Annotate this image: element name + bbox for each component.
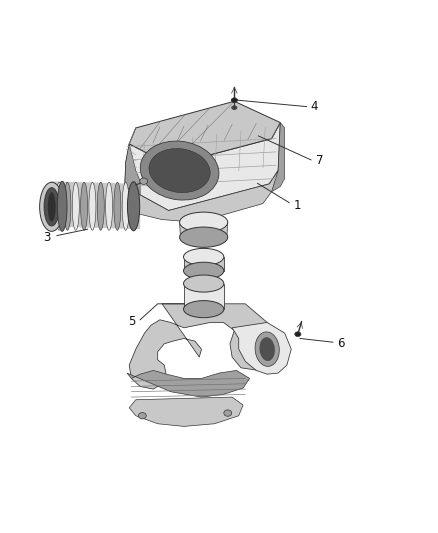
Polygon shape <box>125 144 140 208</box>
Ellipse shape <box>81 182 88 230</box>
Polygon shape <box>184 257 224 271</box>
Ellipse shape <box>48 192 56 222</box>
Polygon shape <box>184 284 224 309</box>
Text: 3: 3 <box>44 231 51 244</box>
Ellipse shape <box>140 178 148 184</box>
Ellipse shape <box>97 182 104 230</box>
Ellipse shape <box>232 106 237 110</box>
Ellipse shape <box>72 182 79 230</box>
Ellipse shape <box>44 188 59 226</box>
Ellipse shape <box>184 301 224 318</box>
Text: 5: 5 <box>129 315 136 328</box>
Ellipse shape <box>106 182 113 230</box>
Text: 4: 4 <box>311 100 318 113</box>
Text: 6: 6 <box>337 337 345 350</box>
Polygon shape <box>180 222 228 237</box>
Ellipse shape <box>114 182 121 230</box>
Ellipse shape <box>295 332 301 337</box>
Text: 7: 7 <box>316 155 324 167</box>
Ellipse shape <box>255 332 279 366</box>
Ellipse shape <box>180 212 228 232</box>
Polygon shape <box>125 123 280 211</box>
Ellipse shape <box>64 182 71 230</box>
Ellipse shape <box>39 182 64 231</box>
Polygon shape <box>127 370 250 397</box>
Ellipse shape <box>89 182 96 230</box>
Ellipse shape <box>140 141 219 200</box>
Ellipse shape <box>56 182 63 230</box>
Ellipse shape <box>184 248 224 265</box>
Ellipse shape <box>180 227 228 247</box>
Ellipse shape <box>184 275 224 292</box>
Ellipse shape <box>57 181 67 231</box>
Polygon shape <box>50 181 140 229</box>
Ellipse shape <box>138 413 146 419</box>
Polygon shape <box>125 171 278 221</box>
Ellipse shape <box>224 410 232 416</box>
Ellipse shape <box>231 98 237 102</box>
Text: 1: 1 <box>294 199 302 212</box>
Polygon shape <box>129 304 276 389</box>
Ellipse shape <box>127 182 140 231</box>
Ellipse shape <box>149 149 210 192</box>
Ellipse shape <box>131 182 138 230</box>
Polygon shape <box>129 397 243 426</box>
Ellipse shape <box>122 182 129 230</box>
Polygon shape <box>269 123 285 192</box>
Ellipse shape <box>259 337 275 361</box>
Polygon shape <box>129 101 280 165</box>
Ellipse shape <box>184 262 224 279</box>
Polygon shape <box>232 322 291 374</box>
